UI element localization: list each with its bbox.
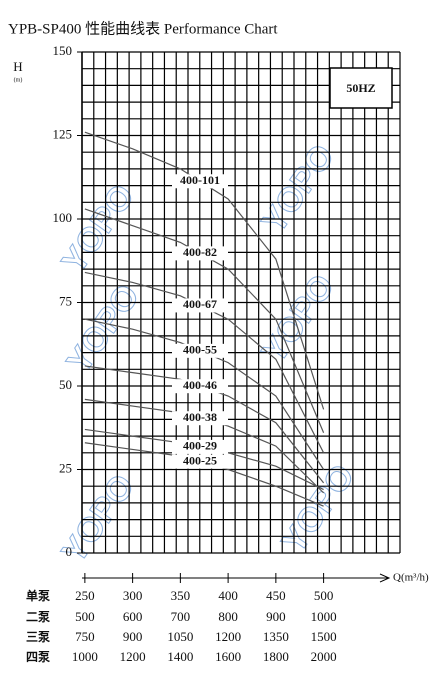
watermark: YOPO [60, 278, 147, 380]
y-tick-label: 75 [59, 293, 72, 308]
y-tick-label: 25 [59, 460, 72, 475]
series-label: 400-101 [180, 173, 220, 187]
x-tick-label: 250 [75, 588, 95, 603]
flow-value: 700 [171, 609, 191, 624]
series-label: 400-29 [183, 439, 217, 453]
flow-value: 1600 [215, 649, 241, 664]
label-bg [172, 174, 228, 189]
chart-title: YPB-SP400 性能曲线表 Performance Chart [8, 20, 278, 37]
series-label: 400-67 [183, 297, 217, 311]
y-axis-unit: (m) [14, 76, 23, 83]
series-label: 400-55 [183, 343, 217, 357]
y-tick-label: 125 [53, 126, 73, 141]
flow-value: 1000 [72, 649, 98, 664]
y-tick-label: 0 [66, 544, 73, 559]
label-bg [172, 411, 228, 426]
x-tick-label: 500 [314, 588, 334, 603]
x-tick-label: 350 [171, 588, 191, 603]
flow-value: 1200 [215, 629, 241, 644]
flow-value: 750 [75, 629, 95, 644]
row-label: 四泵 [26, 650, 50, 664]
frequency-label: 50HZ [346, 81, 375, 95]
flow-value: 900 [266, 609, 286, 624]
series-label: 400-46 [183, 378, 217, 392]
x-axis-label: Q(m³/h) [393, 572, 429, 584]
watermark: YOPO [275, 458, 362, 560]
label-bg [172, 298, 228, 313]
label-bg [172, 439, 228, 454]
flow-value: 1000 [311, 609, 337, 624]
y-tick-label: 100 [53, 210, 73, 225]
label-bg [172, 379, 228, 394]
x-tick-label: 450 [266, 588, 286, 603]
row-label: 三泵 [26, 630, 50, 644]
series-label: 400-25 [183, 453, 217, 467]
label-bg [172, 246, 228, 261]
label-bg [172, 343, 228, 358]
series-label: 400-38 [183, 410, 217, 424]
x-tick-label: 300 [123, 588, 143, 603]
flow-value: 1400 [167, 649, 193, 664]
flow-value: 1050 [167, 629, 193, 644]
flow-value: 1800 [263, 649, 289, 664]
x-axis-arrow [379, 573, 391, 583]
row-label: 二泵 [26, 610, 50, 624]
y-tick-label: 50 [59, 377, 72, 392]
frequency-box [329, 67, 393, 109]
flow-value: 1350 [263, 629, 289, 644]
flow-value: 900 [123, 629, 143, 644]
flow-value: 800 [218, 609, 238, 624]
label-bg [172, 454, 228, 469]
series-label: 400-82 [183, 245, 217, 259]
row-label: 单泵 [26, 588, 50, 603]
flow-value: 1200 [120, 649, 146, 664]
y-axis-label: H [13, 59, 22, 74]
x-tick-label: 400 [218, 588, 238, 603]
flow-value: 2000 [311, 649, 337, 664]
flow-value: 1500 [311, 629, 337, 644]
flow-value: 600 [123, 609, 143, 624]
y-tick-label: 150 [53, 43, 73, 58]
flow-value: 500 [75, 609, 95, 624]
